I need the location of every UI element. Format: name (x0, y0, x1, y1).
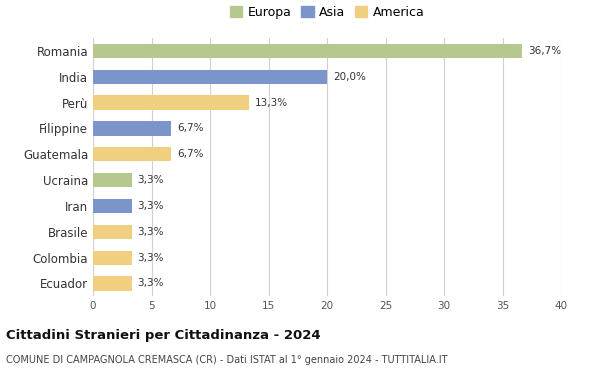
Bar (93, 44, 523, 58)
Text: 3,3%: 3,3% (137, 201, 164, 211)
Bar (93, 276, 131, 291)
Bar (93, 250, 131, 265)
Text: 6,7%: 6,7% (177, 149, 204, 159)
Text: COMUNE DI CAMPAGNOLA CREMASCA (CR) - Dati ISTAT al 1° gennaio 2024 - TUTTITALIA.: COMUNE DI CAMPAGNOLA CREMASCA (CR) - Dat… (6, 355, 448, 365)
Text: 36,7%: 36,7% (528, 46, 562, 56)
Text: 3,3%: 3,3% (137, 253, 164, 263)
Bar (93, 173, 131, 187)
Bar (93, 147, 172, 162)
Bar (93, 70, 327, 84)
Legend: Europa, Asia, America: Europa, Asia, America (227, 3, 427, 21)
Bar (93, 95, 248, 110)
Text: 3,3%: 3,3% (137, 175, 164, 185)
Text: 3,3%: 3,3% (137, 279, 164, 288)
Bar (93, 199, 131, 213)
Text: 6,7%: 6,7% (177, 124, 204, 133)
Bar (93, 121, 172, 136)
Text: 13,3%: 13,3% (254, 98, 287, 108)
Text: Cittadini Stranieri per Cittadinanza - 2024: Cittadini Stranieri per Cittadinanza - 2… (6, 329, 320, 342)
Bar (93, 225, 131, 239)
Text: 20,0%: 20,0% (333, 72, 366, 82)
Text: 3,3%: 3,3% (137, 227, 164, 237)
